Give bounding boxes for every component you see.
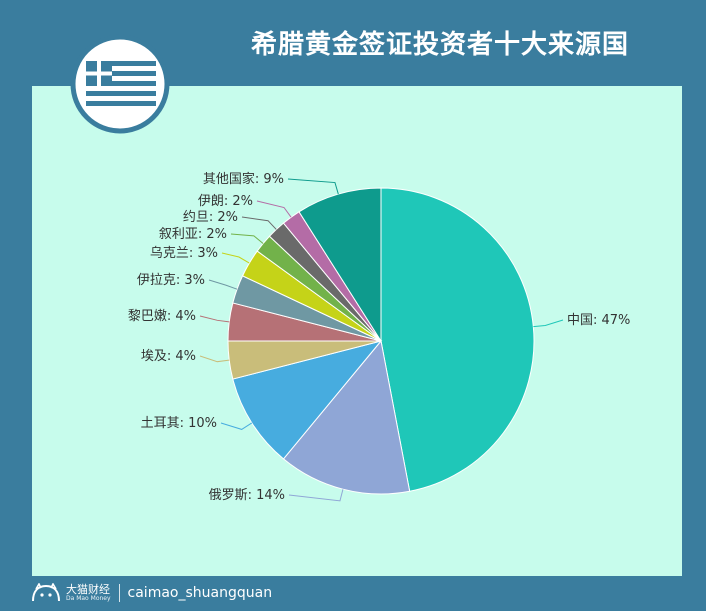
slice-label: 俄罗斯: 14%	[209, 488, 285, 503]
pie-slice	[298, 187, 382, 343]
slice-label: 伊拉克: 3%	[137, 273, 205, 288]
label-leader-line	[256, 200, 292, 218]
pie-slice	[380, 187, 535, 492]
footer: 大猫财经 Da Mao Money caimao_shuangquan	[30, 581, 272, 605]
slice-label: 黎巴嫩: 4%	[128, 309, 196, 324]
label-leader-line	[287, 178, 339, 195]
greece-flag-icon	[70, 34, 170, 134]
label-leader-line	[220, 422, 253, 430]
label-leader-line	[241, 216, 277, 230]
footer-divider	[118, 584, 120, 602]
cat-logo-icon	[32, 583, 60, 602]
brand-subtitle: Da Mao Money	[66, 595, 111, 602]
label-leader-line	[199, 315, 230, 323]
label-leader-line	[288, 489, 344, 502]
slice-label: 伊朗: 2%	[198, 194, 253, 209]
slice-label: 乌克兰: 3%	[150, 245, 218, 261]
label-leader-line	[199, 355, 230, 363]
label-leader-line	[208, 279, 238, 290]
slice-label: 其他国家: 9%	[203, 171, 284, 187]
slice-label: 约旦: 2%	[183, 210, 238, 225]
slice-label: 土耳其: 10%	[141, 416, 217, 431]
slice-label: 中国: 47%	[567, 313, 630, 328]
brand-logo: 大猫财经 Da Mao Money	[66, 584, 111, 602]
brand-name: 大猫财经	[66, 583, 110, 596]
label-leader-line	[221, 252, 250, 264]
label-leader-line	[533, 319, 564, 328]
slice-label: 叙利亚: 2%	[159, 227, 227, 242]
label-leader-line	[230, 233, 264, 244]
slice-label: 埃及: 4%	[141, 349, 196, 364]
page-title: 希腊黄金签证投资者十大来源国	[250, 30, 629, 60]
social-handle: caimao_shuangquan	[127, 585, 273, 601]
